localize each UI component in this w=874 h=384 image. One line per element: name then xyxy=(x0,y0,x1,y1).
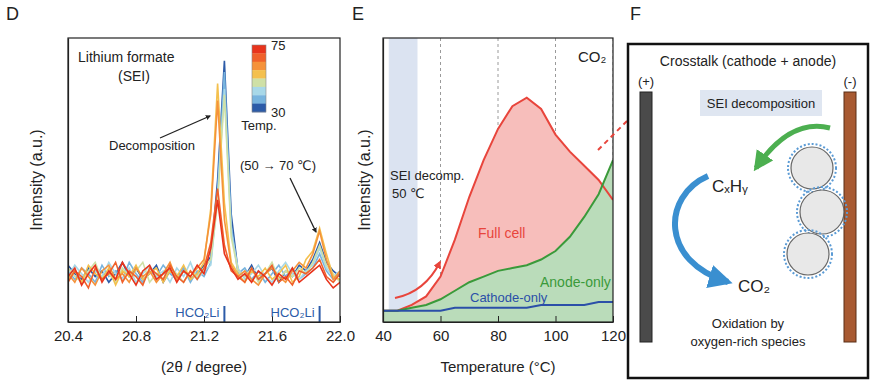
reference-peak-label: HCO₂Li xyxy=(271,305,315,320)
spectrum-line xyxy=(68,200,340,288)
figure: D 20.4 20.8 21.2 21.6 22.0 HCO₂Li HCO₂Li (2θ / d… xyxy=(0,0,874,384)
intermediate-label: CₓHᵧ xyxy=(712,177,748,196)
x-tick: 100 xyxy=(543,316,568,344)
spectrum-line xyxy=(68,189,340,288)
series-area xyxy=(383,98,613,322)
annotation: Decomposition xyxy=(109,138,195,153)
caption: oxygen-rich species xyxy=(691,334,806,349)
spectrum-line xyxy=(68,83,340,285)
x-tick-label: 40 xyxy=(375,327,392,344)
title: Lithium formate xyxy=(78,49,175,65)
oxidation-arrow xyxy=(675,176,728,282)
spectrum-line xyxy=(68,89,340,282)
annotation: SEI decomp. xyxy=(390,168,464,183)
x-tick: 60 xyxy=(433,316,450,344)
decomposition-arrow xyxy=(756,126,830,168)
x-tick-label: 21.2 xyxy=(190,327,219,344)
cathode-plate xyxy=(640,92,652,342)
panel-label: E xyxy=(352,4,364,24)
x-tick: 20.8 xyxy=(122,316,151,344)
diagram-title: Crosstalk (cathode + anode) xyxy=(660,53,836,69)
product-label: CO₂ xyxy=(738,277,770,296)
x-axis: 20.4 20.8 21.2 21.6 22.0 xyxy=(54,316,355,344)
colorbar-segment xyxy=(252,95,266,104)
process-box xyxy=(700,90,822,116)
colorbar: 3075Temp. xyxy=(241,38,285,133)
plot-area xyxy=(383,38,613,322)
annotation: (50 → 70 ℃) xyxy=(240,158,316,173)
cathode-label: (+) xyxy=(638,74,654,89)
caption: Oxidation by xyxy=(712,316,785,331)
annotation-arrow xyxy=(160,116,210,138)
x-tick-mark xyxy=(441,316,442,322)
plot-area xyxy=(68,61,340,322)
colorbar-segment xyxy=(252,53,266,62)
panel-f: F Crosstalk (cathode + anode) (+) (-) SEI de… xyxy=(628,4,868,378)
colorbar-segment xyxy=(252,45,266,54)
plot-frame xyxy=(383,38,613,322)
plot-frame xyxy=(68,38,340,322)
panel-label: F xyxy=(630,4,641,24)
spectrum-line xyxy=(68,100,340,285)
x-tick-label: 100 xyxy=(543,327,568,344)
annotation-arrow xyxy=(290,178,316,232)
panel-e: E 40 60 80 100 120 Full cell Anode-onlyCathode-… xyxy=(352,4,640,375)
x-tick: 80 xyxy=(490,316,507,344)
y-axis-title: Intensity (a.u.) xyxy=(356,129,373,230)
x-tick-label: 20.4 xyxy=(54,327,83,344)
x-tick-label: 21.6 xyxy=(258,327,287,344)
sei-shell xyxy=(788,144,836,192)
spectrum-line xyxy=(68,61,340,283)
title: CO₂ xyxy=(578,48,607,65)
x-tick-mark xyxy=(556,316,557,322)
series-area xyxy=(383,160,613,322)
series-label: Anode-only xyxy=(540,274,611,290)
x-axis: 40 60 80 100 120 xyxy=(375,316,626,344)
anode-particle xyxy=(800,190,844,234)
colorbar-segment xyxy=(252,62,266,71)
anode-particle xyxy=(787,233,829,275)
reference-peak xyxy=(223,306,225,322)
series-line xyxy=(383,98,613,311)
x-tick: 21.6 xyxy=(258,316,287,344)
x-axis-title: Temperature (°C) xyxy=(440,358,555,375)
x-tick-label: 20.8 xyxy=(122,327,151,344)
diagram-frame xyxy=(628,44,868,378)
x-tick-mark xyxy=(136,316,137,322)
reference-peak-label: HCO₂Li xyxy=(175,305,219,320)
colorbar-segment xyxy=(252,87,266,96)
colorbar-segment xyxy=(252,104,266,113)
colorbar-tick-label: 75 xyxy=(271,38,285,53)
reference-peak xyxy=(319,306,321,322)
series-label: Full cell xyxy=(478,225,525,241)
x-tick-label: 80 xyxy=(490,327,507,344)
x-tick-label: 120 xyxy=(601,327,626,344)
colorbar-frame xyxy=(252,45,266,112)
process-label: SEI decomposition xyxy=(707,96,815,111)
anode-label: (-) xyxy=(844,74,857,89)
subtitle: (SEI) xyxy=(118,68,150,84)
colorbar-title: Temp. xyxy=(241,118,276,133)
anode-particle xyxy=(791,147,833,189)
panel-label: D xyxy=(6,4,19,24)
x-tick-mark xyxy=(498,316,499,322)
x-axis-title: (2θ / degree) xyxy=(161,358,247,375)
x-tick-label: 60 xyxy=(433,327,450,344)
spectrum-line xyxy=(68,72,340,282)
colorbar-segment xyxy=(252,79,266,88)
annotation-arrow xyxy=(395,262,440,298)
x-tick: 21.2 xyxy=(190,316,219,344)
series-label: Cathode-only xyxy=(470,290,548,305)
panel-d: D 20.4 20.8 21.2 21.6 22.0 HCO₂Li HCO₂Li (2θ / d… xyxy=(6,4,355,375)
series-line xyxy=(383,160,613,311)
colorbar-segment xyxy=(252,70,266,79)
annotation: 50 ℃ xyxy=(392,186,425,201)
y-axis-title: Intensity (a.u.) xyxy=(28,129,45,230)
sei-shell xyxy=(784,230,832,278)
x-tick-label: 22.0 xyxy=(326,327,355,344)
